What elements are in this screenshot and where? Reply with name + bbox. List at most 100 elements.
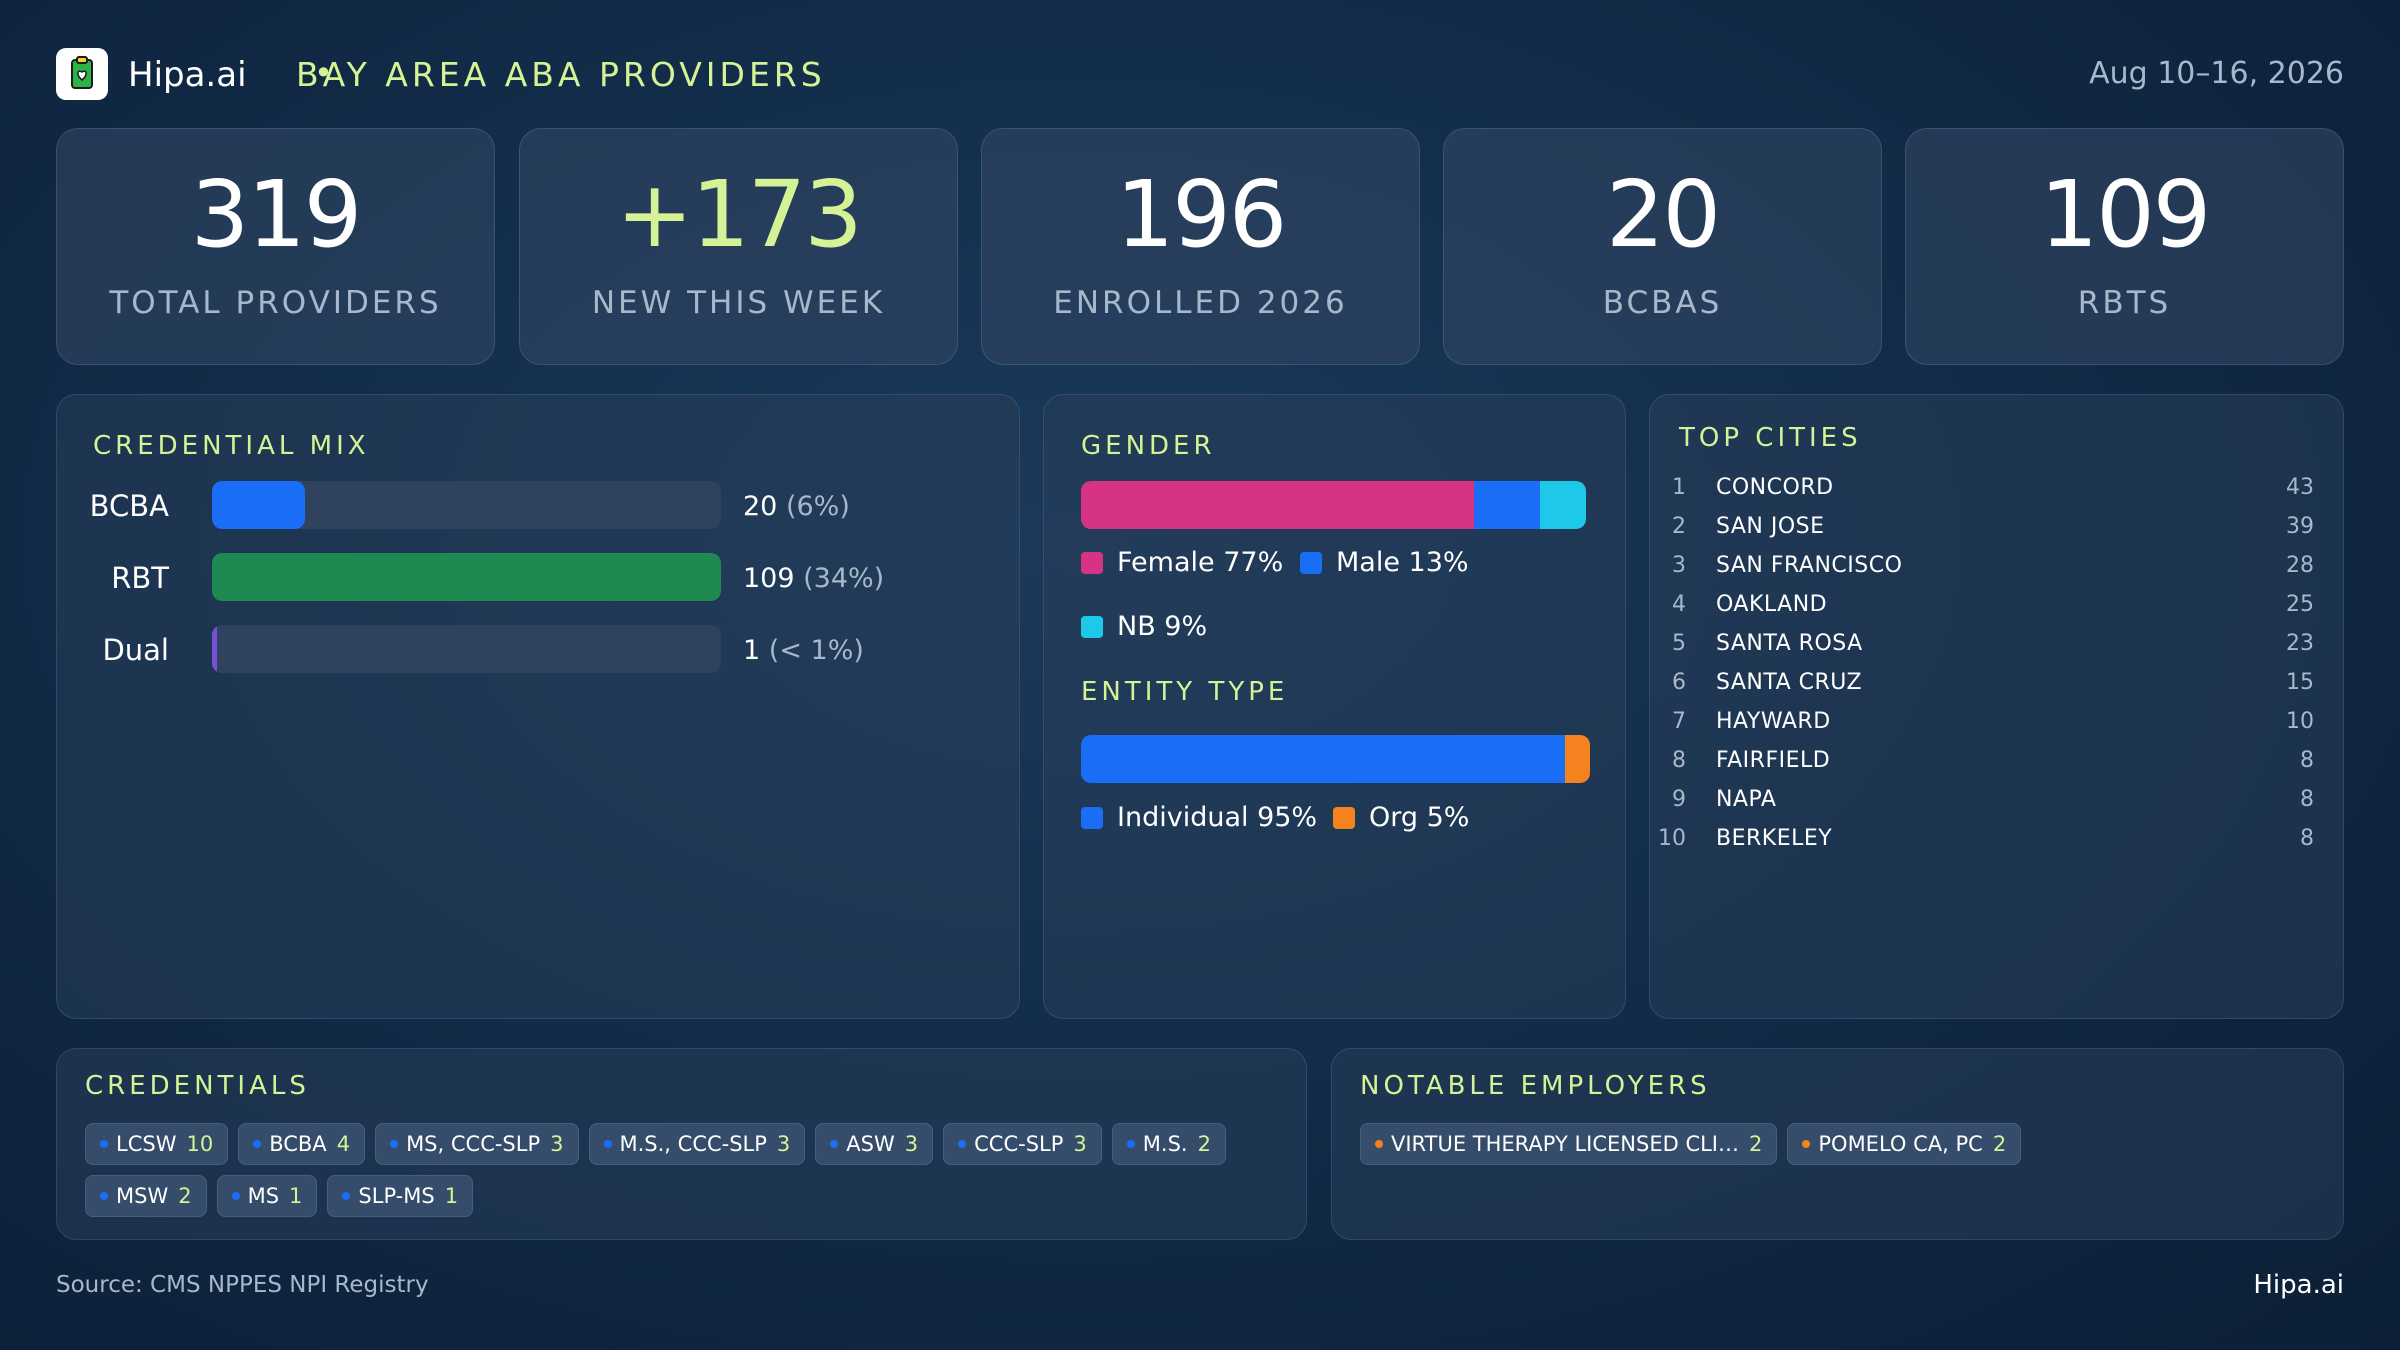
- credential-count: 1 (< 1%): [743, 635, 864, 666]
- chip-count: 3: [904, 1132, 919, 1156]
- legend-swatch: [1081, 552, 1103, 574]
- legend-label: Org 5%: [1369, 802, 1470, 833]
- city-rank: 1: [1672, 475, 1686, 500]
- chip-dot: [100, 1192, 108, 1200]
- chip-dot: [342, 1192, 351, 1200]
- employers-chip-list: VIRTUE THERAPY LICENSED CLI… 2 POMELO CA, …: [1360, 1123, 2320, 1165]
- credentials-chip[interactable]: BCBA 4: [238, 1123, 366, 1165]
- city-row: 4 OAKLAND 25: [1650, 592, 2342, 631]
- kpi-label: ENROLLED 2026: [1053, 285, 1348, 321]
- city-count: 8: [2300, 826, 2314, 851]
- chip-dot: [231, 1192, 240, 1200]
- kpi-label: NEW THIS WEEK: [591, 285, 886, 321]
- credential-mix-panel: CREDENTIAL MIX BCBA 20 (6%) RBT 109 (34%) Du…: [56, 394, 1020, 1019]
- gender-stacked-bar: [1081, 481, 1586, 529]
- city-row: 3 SAN FRANCISCO 28: [1650, 553, 2342, 592]
- header: Hipa.ai • BAY AREA ABA PROVIDERS Aug 10–…: [56, 48, 2344, 100]
- gender-entity-panel: GENDER Female 77% Male 13% NB 9% ENTITY TY…: [1043, 394, 1626, 1019]
- kpi-bcbas: 20 BCBAS: [1443, 128, 1882, 365]
- credentials-chip[interactable]: CCC-SLP 3: [943, 1123, 1102, 1165]
- entity_type-legend-item: Individual 95%: [1081, 802, 1317, 833]
- city-name: SANTA ROSA: [1716, 631, 1863, 656]
- gender-segment: [1081, 481, 1474, 529]
- top-cities-panel: TOP CITIES 1 CONCORD 43 2 SAN JOSE 39 3 SAN FRA…: [1649, 394, 2344, 1019]
- city-count: 8: [2300, 787, 2314, 812]
- credential-percent: (< 1%): [768, 635, 864, 666]
- title-separator: •: [314, 54, 333, 92]
- chip-count: 3: [1073, 1132, 1087, 1156]
- employers-chip[interactable]: VIRTUE THERAPY LICENSED CLI… 2: [1360, 1123, 1778, 1165]
- gender-legend-item: Female 77%: [1081, 547, 1283, 578]
- credential-count-value: 1: [743, 635, 761, 666]
- entity_type-legend-item: Org 5%: [1333, 802, 1469, 833]
- chip-dot: [603, 1140, 612, 1148]
- legend-label: Male 13%: [1336, 547, 1469, 578]
- city-count: 15: [2286, 670, 2314, 695]
- city-name: OAKLAND: [1716, 592, 1828, 617]
- credential-count: 20 (6%): [743, 491, 850, 522]
- entity-type-title: ENTITY TYPE: [1081, 677, 1289, 707]
- employers-panel: NOTABLE EMPLOYERS VIRTUE THERAPY LICENSE…: [1331, 1048, 2344, 1240]
- credential-name: RBT: [111, 561, 169, 595]
- kpi-total-providers: 319 TOTAL PROVIDERS: [56, 128, 495, 365]
- chip-count: 1: [289, 1184, 303, 1208]
- legend-label: NB 9%: [1117, 611, 1208, 642]
- city-name: CONCORD: [1716, 475, 1834, 500]
- chip-dot: [830, 1140, 839, 1148]
- entity-type-stacked-bar: [1081, 735, 1590, 783]
- chip-dot: [1126, 1140, 1135, 1148]
- chip-label: MS, CCC-SLP: [406, 1132, 541, 1156]
- chip-count: 2: [1749, 1132, 1763, 1156]
- city-name: HAYWARD: [1716, 709, 1831, 734]
- chip-count: 1: [444, 1184, 459, 1208]
- chip-label: MS: [247, 1184, 280, 1208]
- legend-swatch: [1081, 616, 1103, 638]
- credentials-chip[interactable]: MS, CCC-SLP 3: [375, 1123, 579, 1165]
- chip-label: BCBA: [269, 1132, 327, 1156]
- credential-percent: (6%): [785, 491, 850, 522]
- panel-title: NOTABLE EMPLOYERS: [1360, 1071, 1711, 1101]
- kpi-label: BCBAS: [1602, 285, 1723, 321]
- city-rank: 8: [1672, 748, 1686, 773]
- legend-label: Female 77%: [1117, 547, 1284, 578]
- chip-dot: [1375, 1140, 1383, 1148]
- credentials-chip[interactable]: LCSW 10: [85, 1123, 229, 1165]
- chip-dot: [100, 1140, 108, 1148]
- city-name: SANTA CRUZ: [1716, 670, 1863, 695]
- credential-percent: (34%): [803, 563, 885, 594]
- city-rank: 7: [1672, 709, 1686, 734]
- chip-label: VIRTUE THERAPY LICENSED CLI…: [1391, 1132, 1739, 1156]
- chip-label: M.S.: [1142, 1132, 1188, 1156]
- city-name: NAPA: [1716, 787, 1777, 812]
- chip-label: MSW: [116, 1184, 169, 1208]
- credentials-chip[interactable]: MS 1: [216, 1175, 318, 1217]
- credential-row: BCBA 20 (6%): [57, 481, 997, 531]
- chip-label: LCSW: [116, 1132, 177, 1156]
- chip-dot: [958, 1140, 967, 1148]
- credentials-panel: CREDENTIALS LCSW 10 BCBA 4 MS, CCC-SLP 3 M.S.,…: [56, 1048, 1307, 1240]
- city-row: 7 HAYWARD 10: [1650, 709, 2342, 748]
- credentials-chip[interactable]: SLP-MS 1: [327, 1175, 474, 1217]
- legend-swatch: [1081, 807, 1103, 829]
- credentials-chip[interactable]: M.S., CCC-SLP 3: [588, 1123, 806, 1165]
- credentials-chip[interactable]: M.S. 2: [1111, 1123, 1226, 1165]
- gender-title: GENDER: [1081, 431, 1216, 461]
- credential-count: 109 (34%): [743, 563, 884, 594]
- city-count: 10: [2286, 709, 2314, 734]
- employers-chip[interactable]: POMELO CA, PC 2: [1787, 1123, 2022, 1165]
- city-rank: 6: [1672, 670, 1686, 695]
- gender-legend-item: NB 9%: [1081, 611, 1207, 642]
- chip-dot: [390, 1140, 399, 1148]
- credential-bar-track: [212, 553, 721, 601]
- credentials-chip[interactable]: ASW 3: [815, 1123, 934, 1165]
- city-count: 43: [2286, 475, 2314, 500]
- credential-bar-fill: [212, 553, 721, 601]
- credentials-chip[interactable]: MSW 2: [85, 1175, 207, 1217]
- kpi-label: TOTAL PROVIDERS: [109, 285, 442, 321]
- city-name: SAN JOSE: [1716, 514, 1825, 539]
- credential-bar-fill: [212, 481, 306, 529]
- panel-title: CREDENTIALS: [85, 1071, 310, 1101]
- chip-count: 2: [1197, 1132, 1211, 1156]
- credential-row: Dual 1 (< 1%): [57, 625, 997, 675]
- legend-label: Individual 95%: [1117, 802, 1318, 833]
